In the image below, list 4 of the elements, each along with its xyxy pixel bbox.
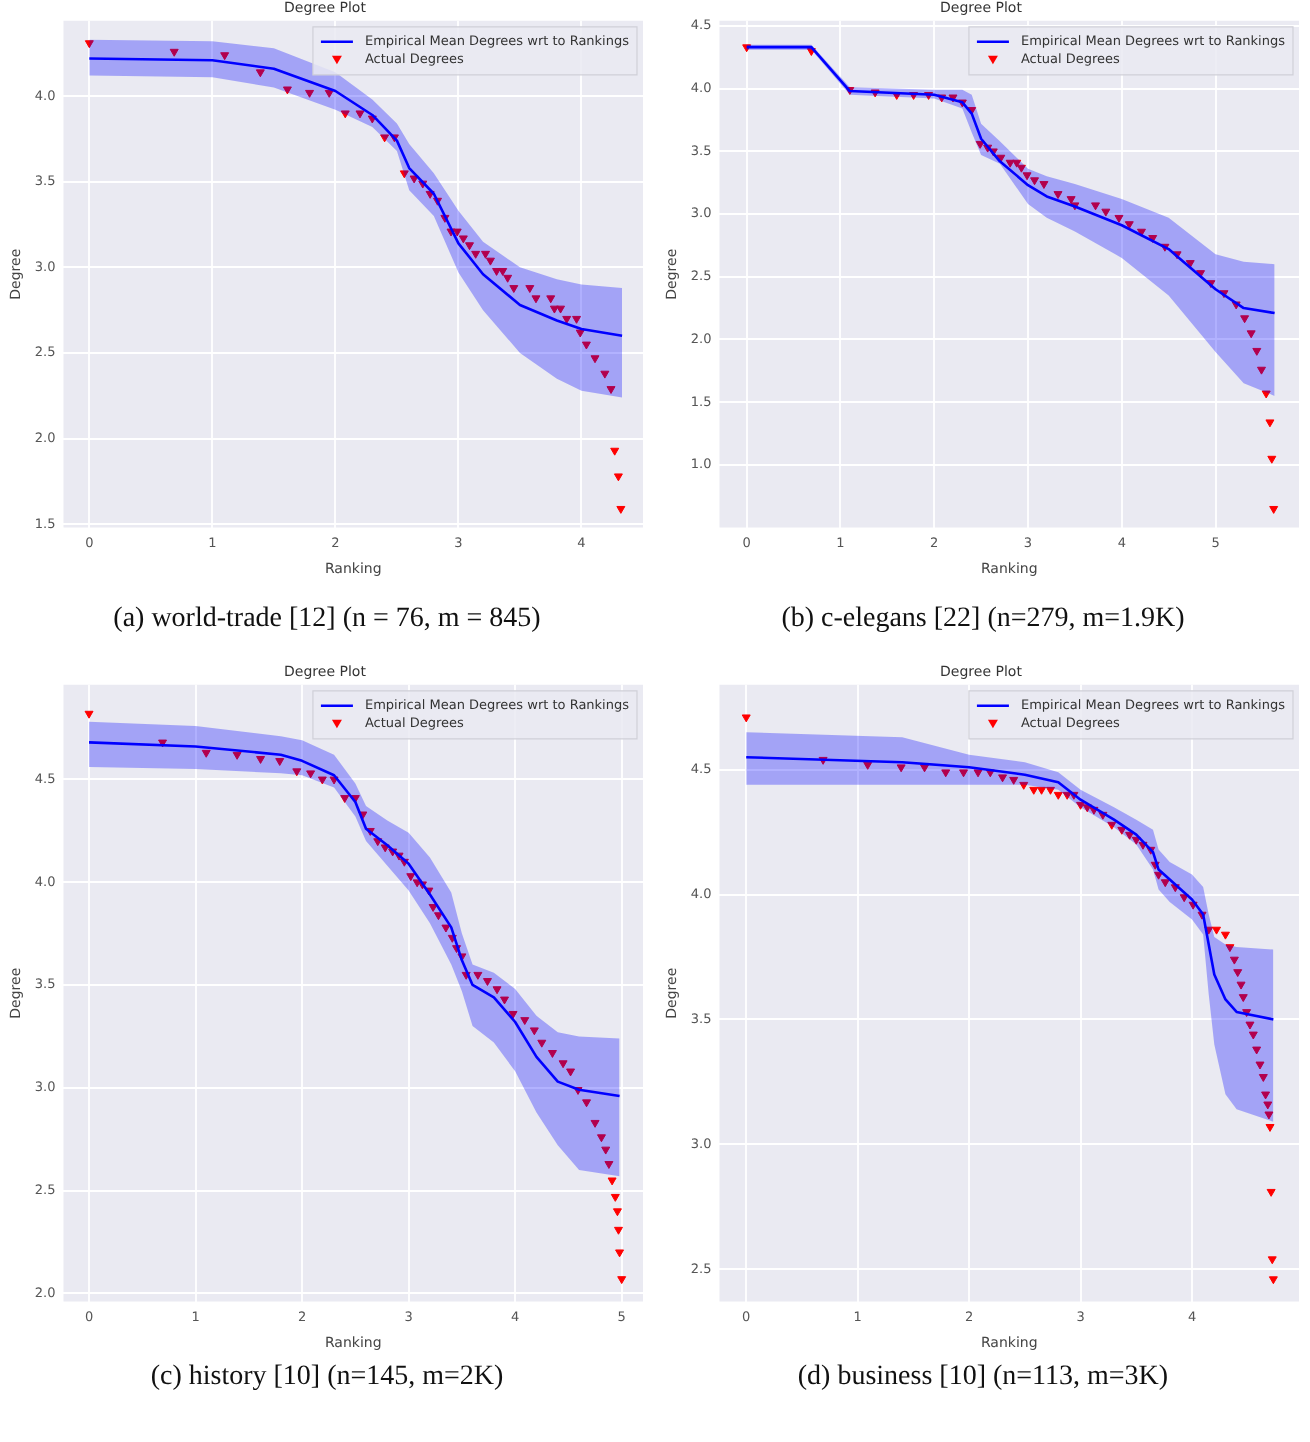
text: (d) business [10] (n=113, m=3K) bbox=[797, 1360, 1169, 1394]
text: (b) c-elegans [22] (n=279, m=1.9K) bbox=[781, 602, 1185, 638]
text: (c) history [10] (n=145, m=2K) bbox=[150, 1360, 504, 1394]
text: (a) world-trade [12] (n = 76, m = 845) bbox=[113, 602, 541, 638]
